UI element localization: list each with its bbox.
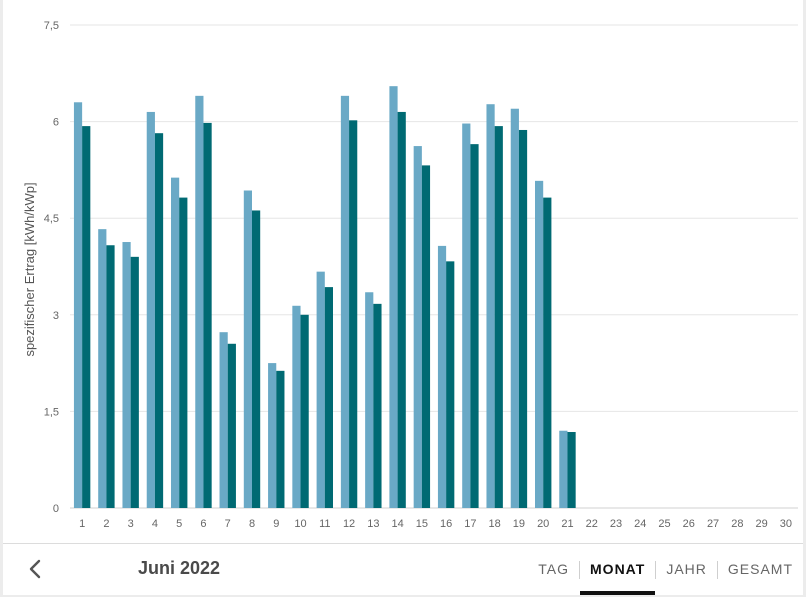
y-axis-label: spezifischer Ertrag [kWh/kWp] — [22, 182, 37, 356]
period-navigation: Juni 2022 TAG MONAT JAHR GESAMT — [3, 543, 803, 595]
x-tick-label: 8 — [249, 518, 255, 530]
tab-monat[interactable]: MONAT — [580, 544, 656, 595]
y-tick-label: 6 — [53, 117, 59, 129]
bar — [292, 305, 301, 508]
chart-svg: 0 1,5 3 4,5 6 7,5 spezifischer Ertrag [kWh/kWp… — [22, 20, 798, 530]
bar — [252, 210, 261, 509]
bar — [486, 104, 495, 508]
x-tick-label: 9 — [273, 518, 279, 530]
bar — [437, 245, 447, 508]
bar — [268, 363, 277, 508]
x-tick-label: 13 — [367, 518, 379, 530]
period-label: Juni 2022 — [138, 558, 221, 578]
bar — [559, 430, 568, 508]
x-tick-label: 10 — [294, 518, 306, 530]
bar — [421, 165, 431, 508]
chevron-left-icon — [29, 559, 41, 579]
bar — [179, 197, 188, 509]
y-tick-label: 3 — [53, 310, 59, 322]
x-tick-label: 24 — [634, 518, 646, 530]
bar — [73, 102, 83, 508]
yield-chart: 0 1,5 3 4,5 6 7,5 spezifischer Ertrag [kWh/kWp… — [3, 0, 803, 540]
x-tick-label: 6 — [200, 518, 206, 530]
tab-divider — [716, 560, 718, 579]
previous-period-button[interactable] — [23, 556, 49, 582]
bar — [300, 314, 309, 508]
x-tick-label: 11 — [319, 518, 330, 530]
tab-gesamt[interactable]: GESAMT — [727, 561, 793, 577]
y-tick-label: 1,5 — [44, 406, 59, 418]
tab-divider — [579, 560, 581, 579]
x-tick-label: 19 — [513, 518, 525, 530]
bar — [413, 146, 422, 508]
bar — [389, 86, 398, 509]
x-tick-label: 30 — [780, 518, 792, 530]
bar — [203, 122, 212, 508]
x-tick-label: 12 — [343, 518, 355, 530]
bar — [340, 95, 350, 508]
bar — [276, 370, 285, 508]
tab-tag[interactable]: TAG — [538, 561, 570, 577]
bar — [494, 126, 503, 508]
bar — [470, 144, 479, 508]
x-tick-label: 18 — [489, 518, 501, 530]
bar — [349, 120, 358, 508]
y-tick-label: 4,5 — [44, 213, 59, 225]
bar — [373, 303, 382, 508]
x-tick-label: 15 — [416, 518, 428, 530]
bar — [518, 129, 528, 509]
bar — [219, 332, 228, 508]
x-tick-label: 17 — [464, 518, 476, 530]
bar — [365, 292, 374, 508]
bar — [243, 190, 252, 508]
bar — [397, 111, 406, 508]
bar — [146, 111, 155, 508]
yield-panel: 0 1,5 3 4,5 6 7,5 spezifischer Ertrag [kWh/kWp… — [3, 0, 803, 595]
bar — [567, 432, 576, 508]
bar — [171, 177, 180, 509]
x-tick-label: 23 — [610, 518, 622, 530]
x-tick-label: 3 — [128, 518, 134, 530]
bar — [462, 123, 471, 509]
x-tick-label: 26 — [683, 518, 695, 530]
x-tick-label: 5 — [176, 518, 182, 530]
x-tick-label: 7 — [225, 518, 231, 530]
bar — [446, 261, 455, 508]
bar — [535, 180, 544, 508]
x-tick-label: 16 — [440, 518, 452, 530]
x-tick-label: 14 — [391, 518, 403, 530]
tab-jahr[interactable]: JAHR — [666, 561, 707, 577]
bar — [106, 245, 115, 509]
bar — [510, 108, 519, 508]
bar — [130, 256, 139, 508]
x-tick-label: 4 — [152, 518, 158, 530]
y-tick-label: 7,5 — [44, 20, 59, 32]
x-tick-label: 22 — [586, 518, 598, 530]
x-tick-label: 21 — [561, 518, 573, 530]
bar — [324, 287, 333, 508]
x-tick-label: 29 — [755, 518, 767, 530]
bar — [82, 126, 91, 508]
tab-divider — [655, 560, 657, 579]
x-tick-label: 1 — [79, 518, 85, 530]
bar — [122, 242, 131, 508]
x-tick-label: 20 — [537, 518, 549, 530]
x-tick-label: 25 — [658, 518, 670, 530]
bar — [227, 343, 236, 508]
bar — [154, 133, 164, 508]
y-tick-label: 0 — [53, 503, 59, 515]
bar — [316, 271, 325, 508]
x-tick-label: 2 — [103, 518, 109, 530]
bar — [98, 229, 107, 508]
period-tabs: TAG MONAT JAHR GESAMT — [528, 544, 803, 595]
x-tick-label: 27 — [707, 518, 719, 530]
bar — [543, 197, 552, 509]
bar — [195, 95, 204, 508]
x-tick-label: 28 — [731, 518, 743, 530]
